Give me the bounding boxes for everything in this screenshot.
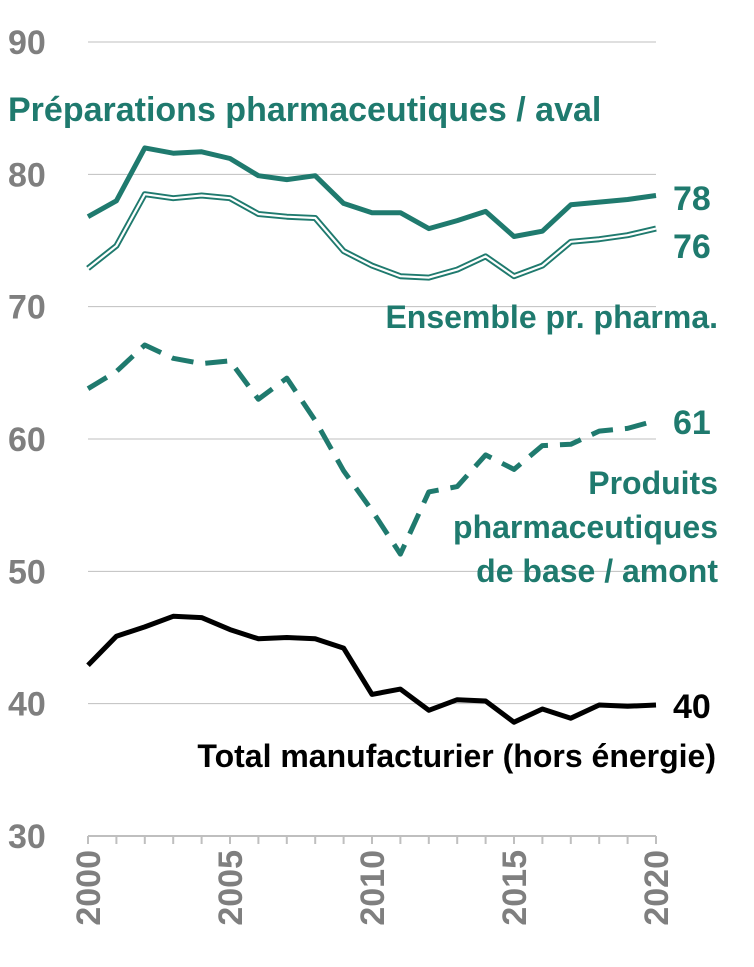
series-line bbox=[86, 613, 657, 725]
series-labels: Préparations pharmaceutiques / aval 78 7… bbox=[8, 91, 718, 774]
series-1 bbox=[86, 145, 657, 239]
series-2 bbox=[86, 191, 657, 281]
end-label-preparations: 78 bbox=[673, 180, 711, 218]
series-3 bbox=[86, 342, 657, 557]
y-axis-tick-labels: 30 40 50 60 70 80 90 bbox=[8, 24, 46, 856]
y-tick-label: 50 bbox=[8, 553, 46, 591]
series-name-ensemble: Ensemble pr. pharma. bbox=[385, 299, 718, 335]
y-tick-label: 40 bbox=[8, 686, 46, 724]
y-tick-label: 70 bbox=[8, 289, 46, 327]
end-label-ensemble: 76 bbox=[673, 228, 711, 266]
series-4 bbox=[86, 613, 657, 725]
y-tick-label: 80 bbox=[8, 156, 46, 194]
series-line bbox=[86, 342, 657, 557]
x-axis-tick-labels: 2000 2005 2010 2015 2020 bbox=[70, 850, 676, 926]
series-line-inner bbox=[87, 193, 657, 279]
series-name-preparations: Préparations pharmaceutiques / aval bbox=[8, 91, 601, 129]
series-name-total: Total manufacturier (hors énergie) bbox=[197, 738, 716, 774]
y-tick-label: 60 bbox=[8, 421, 46, 459]
x-tick-label: 2010 bbox=[354, 850, 392, 926]
series-lines bbox=[86, 145, 657, 725]
series-name-produits: Produits pharmaceutiques de base / amont bbox=[453, 465, 718, 589]
series-line bbox=[86, 145, 657, 239]
x-tick-label: 2020 bbox=[638, 850, 676, 926]
x-tick-label: 2005 bbox=[212, 850, 250, 926]
end-label-produits: 61 bbox=[673, 404, 711, 442]
x-tick-label: 2000 bbox=[70, 850, 108, 926]
gridlines bbox=[88, 41, 656, 705]
x-tick-label: 2015 bbox=[496, 850, 534, 926]
x-axis bbox=[87, 835, 657, 844]
end-label-total: 40 bbox=[673, 688, 711, 726]
y-tick-label: 90 bbox=[8, 24, 46, 62]
y-tick-label: 30 bbox=[8, 818, 46, 856]
